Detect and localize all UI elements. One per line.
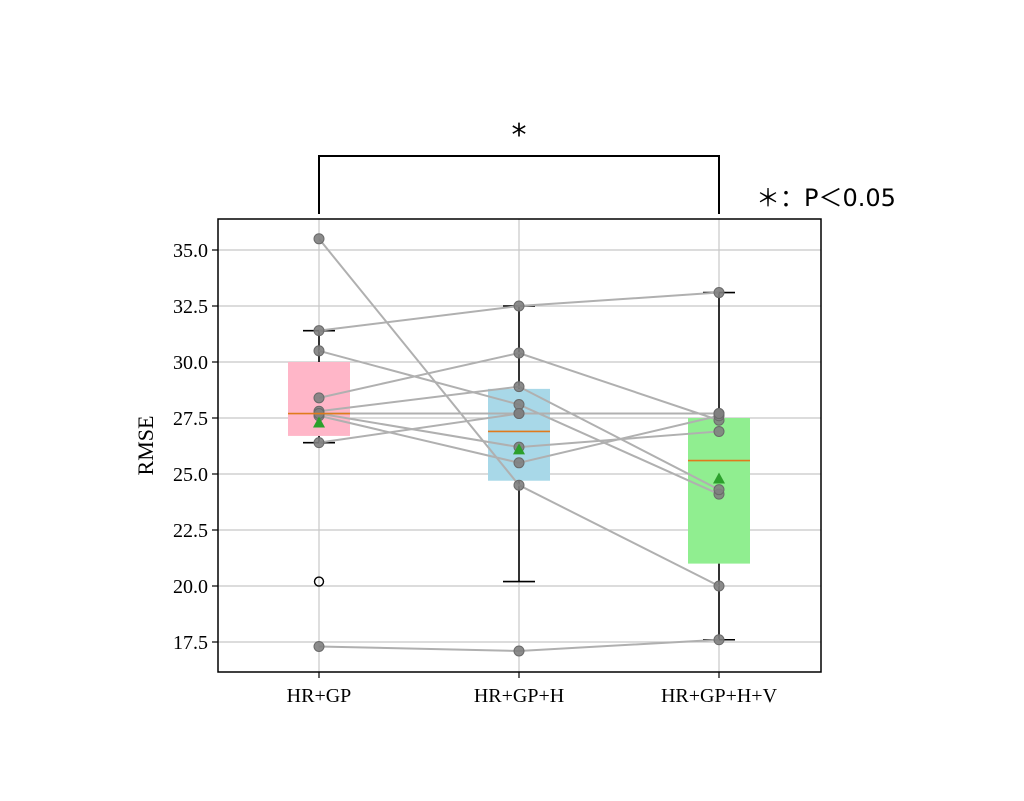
- subject-point: [313, 233, 325, 245]
- subject-point: [513, 381, 525, 393]
- subject-point: [313, 437, 325, 449]
- subject-point: [313, 392, 325, 404]
- subject-point: [713, 484, 725, 496]
- subject-point: [513, 645, 525, 657]
- subject-point: [313, 325, 325, 337]
- mean-marker: [313, 416, 325, 428]
- subject-point: [513, 347, 525, 359]
- axis-ticks: 17.5 20.0 22.5 25.0 27.5 30.0 32.5 35.0 HR+GP HR+…: [173, 240, 778, 707]
- significance-note: ＊：P＜0.05: [756, 184, 896, 212]
- y-axis-label: RMSE: [133, 416, 158, 476]
- y-tick-label: 25.0: [173, 464, 208, 486]
- significance-bracket: *: [318, 118, 720, 214]
- subject-point: [713, 408, 725, 420]
- y-tick-label: 35.0: [173, 240, 208, 262]
- subject-point: [713, 580, 725, 592]
- bracket-line: [318, 155, 720, 214]
- y-tick-label: 27.5: [173, 408, 208, 430]
- mean-marker: [713, 472, 725, 484]
- subject-point: [713, 425, 725, 437]
- y-tick-label: 20.0: [173, 576, 208, 598]
- y-tick-label: 22.5: [173, 520, 208, 542]
- significance-star: *: [512, 118, 527, 153]
- subject-point: [513, 300, 525, 312]
- outlier-point: [313, 576, 325, 587]
- y-tick-label: 32.5: [173, 296, 208, 318]
- y-tick-label: 30.0: [173, 352, 208, 374]
- stat-markers: [288, 412, 750, 587]
- subject-point: [513, 457, 525, 469]
- subject-point: [513, 408, 525, 420]
- x-tick-label: HR+GP+H+V: [661, 685, 778, 707]
- subject-point: [713, 634, 725, 646]
- subject-point: [313, 345, 325, 357]
- x-tick-label: HR+GP: [287, 685, 352, 707]
- x-tick-label: HR+GP+H: [474, 685, 564, 707]
- y-tick-label: 17.5: [173, 632, 208, 654]
- subject-point: [713, 287, 725, 299]
- mean-marker: [513, 443, 525, 455]
- subject-point: [313, 640, 325, 652]
- subject-point: [513, 479, 525, 491]
